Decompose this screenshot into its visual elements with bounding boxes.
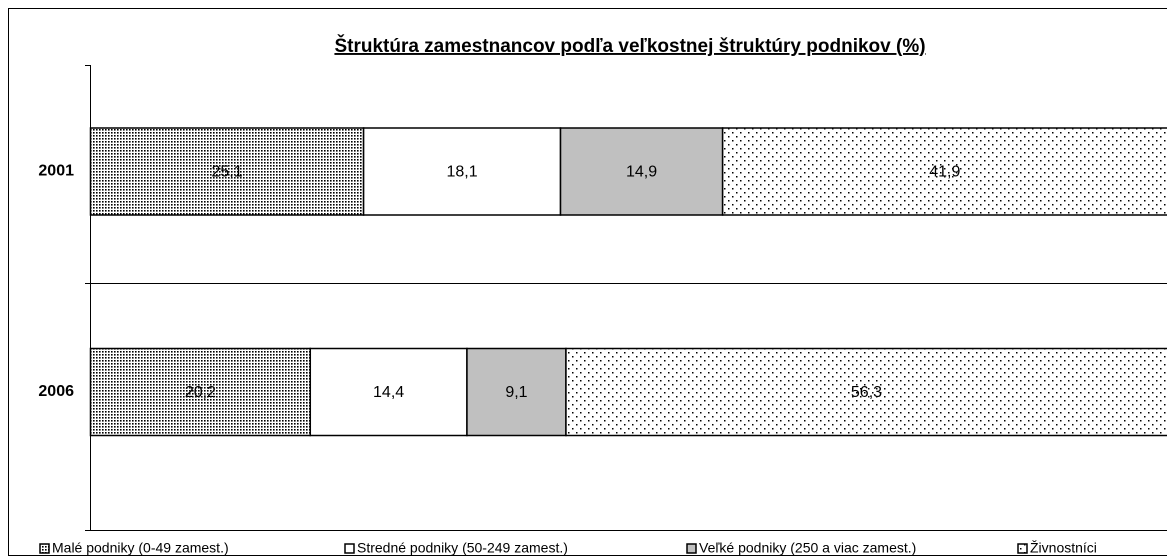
data-label: 41,9: [929, 164, 960, 181]
legend-label: Živnostníci: [1030, 540, 1097, 556]
legend-swatch: [39, 543, 50, 554]
chart-border: [8, 8, 1167, 556]
bar-segment: [565, 347, 1167, 437]
data-label: 14,9: [626, 164, 657, 181]
legend-label: Stredné podniky (50-249 zamest.): [357, 540, 568, 556]
data-label: 14,4: [373, 384, 404, 401]
legend-label: Veľké podniky (250 a viac zamest.): [699, 540, 916, 556]
y-tick-label: 2001: [38, 163, 74, 180]
bar-segment: [362, 127, 562, 216]
chart-title: Štruktúra zamestnancov podľa veľkostnej …: [334, 35, 925, 57]
data-label: 20,2: [185, 384, 216, 401]
bar-segment: [466, 347, 567, 437]
legend-label: Malé podniky (0-49 zamest.): [52, 540, 229, 556]
y-tick-label: 2006: [38, 383, 74, 400]
data-label: 18,1: [446, 164, 477, 181]
data-label: 25,1: [211, 164, 242, 181]
bar-segment: [89, 127, 365, 216]
bar-segment: [559, 127, 724, 216]
legend-swatch: [344, 543, 355, 554]
legend-swatch: [1017, 543, 1028, 554]
bar-segment: [721, 127, 1167, 216]
data-label: 56,3: [851, 384, 882, 401]
data-label: 9,1: [505, 384, 527, 401]
legend-swatch: [686, 543, 697, 554]
